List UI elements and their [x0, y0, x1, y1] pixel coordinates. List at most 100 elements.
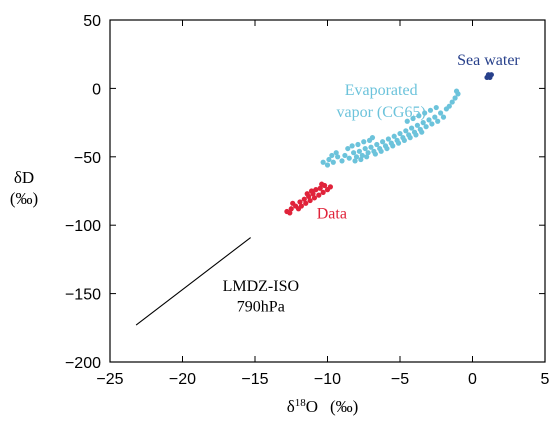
data-point-0	[326, 156, 332, 163]
y-tick-label: 50	[83, 13, 101, 30]
data-point-0	[413, 132, 419, 138]
data-point-0	[372, 151, 378, 157]
data-point-0	[352, 158, 358, 164]
data-point-1	[303, 200, 309, 206]
data-point-0	[335, 154, 341, 160]
x-tick-label: −5	[391, 371, 409, 388]
data-point-0	[359, 152, 365, 159]
data-point-0	[446, 103, 452, 109]
data-point-0	[391, 133, 397, 139]
data-point-0	[427, 107, 434, 113]
x-tick-label: 0	[468, 371, 477, 388]
data-point-0	[407, 135, 413, 141]
x-tick-label: 5	[541, 371, 550, 388]
data-point-0	[345, 145, 351, 152]
annotation-label: Data	[317, 205, 347, 222]
x-tick-label: −15	[241, 371, 268, 388]
x-tick-label: −20	[169, 371, 196, 388]
data-point-0	[364, 154, 370, 160]
y-tick-label: 0	[92, 81, 101, 98]
data-point-0	[380, 139, 386, 145]
x-axis-label-symbol: δ	[287, 397, 295, 416]
x-axis-label: δ18O (‰)	[287, 397, 359, 416]
data-point-0	[355, 141, 361, 148]
data-point-1	[311, 195, 318, 201]
data-point-0	[395, 140, 402, 146]
data-point-0	[349, 143, 355, 149]
data-point-0	[401, 137, 407, 143]
data-point-1	[304, 191, 310, 197]
data-point-0	[410, 115, 416, 122]
data-point-1	[288, 206, 294, 212]
data-point-0	[419, 129, 425, 135]
x-tick-label: −25	[96, 371, 123, 388]
x-axis-label-unit: (‰)	[330, 397, 358, 416]
data-point-0	[423, 124, 429, 130]
data-point-0	[368, 144, 374, 150]
data-point-0	[452, 95, 458, 101]
data-point-1	[313, 187, 319, 193]
data-point-1	[316, 192, 322, 198]
annotation-label: 790hPa	[237, 298, 285, 315]
data-point-1	[317, 185, 323, 191]
data-point-0	[433, 104, 439, 111]
x-tick-label: −10	[314, 371, 341, 388]
data-point-1	[320, 189, 326, 195]
data-point-0	[329, 152, 335, 159]
data-point-0	[426, 117, 432, 123]
data-point-0	[365, 150, 371, 156]
data-point-0	[358, 156, 364, 163]
y-axis-label-line2: (‰)	[10, 189, 38, 208]
annotation-label: LMDZ-ISO	[223, 278, 299, 295]
x-axis-label-superscript: 18	[295, 397, 307, 409]
data-point-1	[297, 199, 303, 205]
data-point-0	[339, 158, 345, 164]
y-tick-label: −50	[74, 150, 101, 167]
x-axis-label-rest: O	[306, 397, 318, 416]
y-axis-label: δD (‰)	[10, 168, 38, 208]
svg-text:δ18O(‰): δ18O (‰)	[287, 397, 359, 416]
data-point-0	[320, 159, 326, 165]
data-point-0	[369, 135, 376, 141]
data-point-0	[429, 121, 435, 127]
data-point-0	[420, 120, 426, 126]
plot-area	[135, 72, 494, 326]
data-point-0	[438, 110, 444, 116]
y-tick-label: −200	[65, 355, 101, 372]
annotation-label: Sea water	[457, 52, 520, 69]
annotations: Evaporated vapor (CG65) Sea water Data LMDZ-…	[223, 52, 521, 315]
data-point-1	[287, 210, 293, 216]
data-point-0	[440, 114, 447, 120]
data-point-0	[403, 128, 409, 134]
data-point-0	[409, 125, 415, 131]
data-point-0	[361, 139, 367, 145]
data-point-0	[342, 152, 348, 159]
data-point-1	[301, 196, 307, 202]
data-point-0	[324, 162, 331, 168]
data-point-0	[397, 130, 403, 137]
y-tick-label: −150	[65, 287, 101, 304]
data-point-0	[414, 122, 420, 128]
annotation-label: vapor (CG65)	[336, 104, 425, 121]
data-point-0	[449, 99, 455, 105]
data-point-0	[374, 141, 380, 148]
data-point-0	[351, 150, 357, 156]
y-axis-label-line1: δD	[14, 168, 34, 187]
y-tick-label: −100	[65, 218, 101, 235]
data-point-2	[485, 72, 492, 78]
data-point-1	[307, 197, 313, 204]
data-point-0	[390, 143, 396, 149]
data-point-1	[319, 181, 325, 187]
data-point-0	[378, 148, 384, 154]
data-point-0	[356, 148, 362, 154]
data-point-0	[435, 118, 441, 124]
data-point-1	[327, 184, 333, 190]
series-line	[135, 237, 251, 326]
data-point-0	[404, 118, 410, 124]
data-point-0	[422, 110, 428, 116]
data-point-0	[384, 145, 390, 152]
data-point-1	[290, 200, 296, 206]
data-point-0	[362, 145, 368, 152]
